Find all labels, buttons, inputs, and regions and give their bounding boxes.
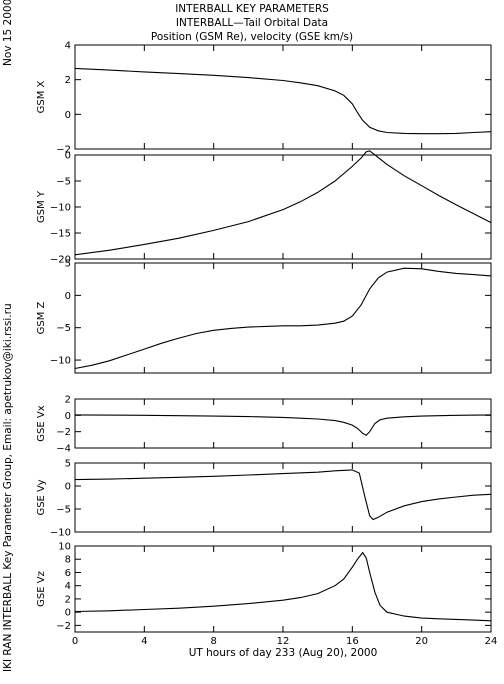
y-tick-label: 0: [65, 291, 71, 302]
panel-frame: [74, 262, 492, 374]
x-tick-label: 16: [346, 636, 359, 647]
y-axis-label: GSM Z: [36, 301, 47, 334]
y-tick-label: 2: [65, 594, 71, 605]
y-tick-label: 0: [65, 151, 71, 162]
y-tick-label: −10: [50, 528, 71, 539]
series-line: [74, 551, 492, 622]
chart-subtitle: INTERBALL—Tail Orbital Data: [175, 17, 329, 29]
y-tick-label: −4: [56, 444, 71, 455]
y-tick-label: 0: [65, 411, 71, 422]
y-tick-label: 2: [65, 395, 71, 406]
y-axis-label: GSE Vx: [36, 405, 47, 441]
x-axis-label: UT hours of day 233 (Aug 20), 2000: [188, 647, 378, 659]
y-axis-label: GSM X: [36, 80, 47, 113]
y-tick-label: 8: [65, 555, 71, 566]
y-tick-label: 10: [58, 542, 71, 553]
series-line: [74, 469, 492, 521]
y-tick-label: −5: [56, 505, 71, 516]
y-tick-label: −5: [56, 177, 71, 188]
series-line: [74, 67, 492, 135]
panel-frame: [74, 398, 492, 449]
y-tick-label: −10: [50, 203, 71, 214]
y-tick-label: 5: [65, 459, 71, 470]
y-tick-label: −2: [56, 621, 71, 632]
y-tick-label: 6: [65, 568, 71, 579]
x-tick-label: 0: [72, 636, 78, 647]
series-line: [74, 414, 492, 436]
panel-frame: [74, 545, 492, 633]
y-tick-label: −5: [56, 323, 71, 334]
y-tick-label: 5: [65, 259, 71, 270]
y-tick-label: 2: [65, 75, 71, 86]
series-line: [74, 267, 492, 370]
x-tick-label: 8: [210, 636, 216, 647]
y-tick-label: −20: [50, 255, 71, 266]
y-tick-label: −2: [56, 427, 71, 438]
chart-subtitle-units: Position (GSM Re), velocity (GSE km/s): [150, 31, 354, 43]
y-tick-label: 4: [65, 581, 71, 592]
y-tick-label: 0: [65, 482, 71, 493]
y-axis-label: GSE Vz: [36, 571, 47, 607]
y-tick-label: −15: [50, 229, 71, 240]
x-tick-label: 4: [141, 636, 147, 647]
y-axis-label: GSE Vy: [36, 479, 47, 515]
series-line: [74, 150, 492, 256]
chart-title: INTERBALL KEY PARAMETERS: [175, 3, 329, 15]
x-tick-label: 12: [277, 636, 290, 647]
y-axis-label: GSM Y: [36, 190, 47, 223]
y-tick-label: 0: [65, 608, 71, 619]
y-tick-label: 4: [65, 41, 71, 52]
y-tick-label: −2: [56, 145, 71, 156]
y-tick-label: 0: [65, 110, 71, 121]
panel-frame: [74, 154, 492, 260]
x-tick-label: 24: [485, 636, 498, 647]
y-tick-label: −10: [50, 356, 71, 367]
x-tick-label: 20: [415, 636, 428, 647]
